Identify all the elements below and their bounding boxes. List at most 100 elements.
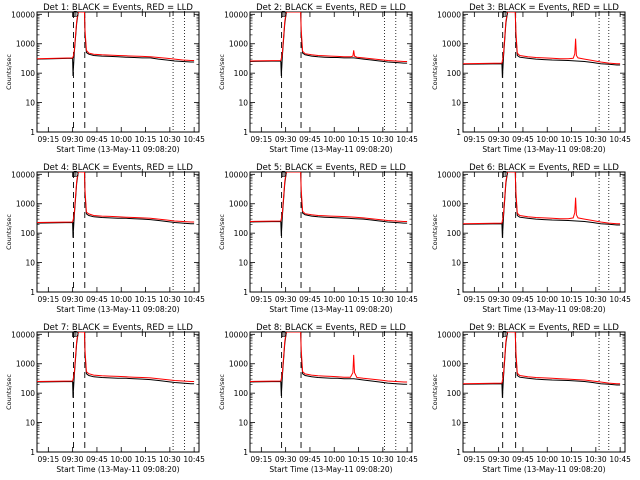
x-axis-label: Start Time (13-May-11 09:08:20) [482, 145, 605, 154]
y-tick-label: 100 [234, 389, 249, 398]
x-tick-label: 10:30 [585, 135, 607, 144]
y-tick-label: 100 [234, 229, 249, 238]
x-tick-label: 10:15 [135, 295, 157, 304]
y-axis-label: Counts/sec [218, 374, 226, 410]
x-tick-label: 10:30 [372, 455, 394, 464]
panel-title: Det 7: BLACK = Events, RED = LLD [43, 323, 193, 333]
x-tick-label: 10:45 [609, 455, 631, 464]
series-line-lld [37, 332, 195, 382]
x-tick-label: 10:15 [135, 455, 157, 464]
y-tick-label: 1 [243, 448, 248, 457]
panel-title: Det 3: BLACK = Events, RED = LLD [469, 3, 619, 13]
x-axis-label: Start Time (13-May-11 09:08:20) [56, 465, 179, 474]
x-tick-label: 10:45 [396, 295, 418, 304]
x-tick-label: 09:45 [512, 295, 534, 304]
series-line-lld [463, 332, 621, 385]
x-axis-label: Start Time (13-May-11 09:08:20) [482, 305, 605, 314]
y-tick-label: 10 [25, 419, 35, 428]
x-tick-label: 10:00 [536, 295, 558, 304]
y-tick-label: 1000 [229, 200, 248, 209]
panel-title: Det 9: BLACK = Events, RED = LLD [469, 323, 619, 333]
detector-panel-1: Det 1: BLACK = Events, RED = LLD 1 10 100 10… [5, 3, 205, 154]
plot-frame [462, 11, 626, 133]
plot-frame [462, 331, 626, 453]
plot-frame [249, 11, 413, 133]
series-line-events [37, 332, 195, 398]
y-tick-label: 1000 [16, 360, 35, 369]
y-axis-label: Counts/sec [218, 214, 226, 250]
x-tick-label: 09:45 [86, 295, 108, 304]
series-line-lld [250, 332, 408, 383]
y-tick-label: 10000 [224, 330, 248, 339]
x-tick-label: 09:45 [86, 455, 108, 464]
detector-panel-4: Det 4: BLACK = Events, RED = LLD 1 10 100 10… [5, 163, 205, 314]
plot-frame [249, 331, 413, 453]
y-tick-label: 100 [447, 229, 462, 238]
y-tick-label: 1 [30, 128, 35, 137]
series-line-lld [250, 172, 408, 222]
x-tick-label: 10:45 [609, 135, 631, 144]
x-tick-label: 09:30 [488, 135, 510, 144]
detector-panel-6: Det 6: BLACK = Events, RED = LLD 1 10 100 10… [431, 163, 631, 314]
x-tick-label: 10:00 [110, 295, 132, 304]
series-line-events [463, 332, 621, 398]
x-tick-label: 09:45 [86, 135, 108, 144]
series-line-events [250, 332, 408, 397]
detector-panel-5: Det 5: BLACK = Events, RED = LLD 1 10 100 10… [218, 163, 418, 314]
x-tick-label: 10:00 [323, 455, 345, 464]
x-tick-label: 10:45 [183, 135, 205, 144]
x-tick-label: 09:45 [299, 295, 321, 304]
x-tick-label: 10:15 [561, 135, 583, 144]
x-tick-label: 09:15 [464, 295, 486, 304]
y-axis-label: Counts/sec [431, 54, 439, 90]
y-tick-label: 100 [21, 229, 36, 238]
y-tick-label: 10 [238, 99, 248, 108]
series-line-events [37, 12, 195, 77]
y-tick-label: 1 [30, 288, 35, 297]
top-marker-label: D [73, 170, 79, 179]
x-tick-label: 10:45 [396, 135, 418, 144]
y-tick-label: 1 [243, 128, 248, 137]
series-line-events [463, 172, 621, 238]
plot-frame [462, 171, 626, 293]
y-tick-label: 10 [451, 99, 461, 108]
y-tick-label: 1 [456, 288, 461, 297]
y-tick-label: 10 [451, 259, 461, 268]
plot-frame [36, 11, 200, 133]
y-axis-label: Counts/sec [431, 374, 439, 410]
x-tick-label: 10:30 [585, 295, 607, 304]
y-tick-label: 1000 [229, 360, 248, 369]
series-line-lld [463, 12, 621, 65]
detector-panel-7: Det 7: BLACK = Events, RED = LLD 1 10 100 10… [5, 323, 205, 474]
series-line-events [463, 12, 621, 78]
x-tick-label: 09:15 [464, 455, 486, 464]
detector-panel-9: Det 9: BLACK = Events, RED = LLD 1 10 100 10… [431, 323, 631, 474]
series-line-events [37, 172, 195, 238]
x-tick-label: 10:45 [183, 455, 205, 464]
y-tick-label: 1000 [16, 200, 35, 209]
x-tick-label: 09:30 [488, 295, 510, 304]
x-tick-label: 09:30 [62, 455, 84, 464]
x-tick-label: 10:30 [159, 455, 181, 464]
x-tick-label: 09:15 [251, 295, 273, 304]
detector-panel-2: Det 2: BLACK = Events, RED = LLD 1 10 100 10… [218, 3, 418, 154]
y-tick-label: 1000 [16, 40, 35, 49]
x-tick-label: 09:45 [512, 455, 534, 464]
x-tick-label: 09:15 [251, 135, 273, 144]
x-tick-label: 09:30 [62, 135, 84, 144]
y-tick-label: 10 [238, 259, 248, 268]
x-axis-label: Start Time (13-May-11 09:08:20) [269, 305, 392, 314]
x-tick-label: 10:00 [110, 455, 132, 464]
top-marker-label: D [281, 10, 287, 19]
x-tick-label: 09:30 [62, 295, 84, 304]
y-tick-label: 1 [30, 448, 35, 457]
series-line-lld [37, 172, 195, 223]
x-axis-label: Start Time (13-May-11 09:08:20) [269, 465, 392, 474]
panel-title: Det 2: BLACK = Events, RED = LLD [256, 3, 406, 13]
x-tick-label: 10:30 [585, 455, 607, 464]
y-tick-label: 10000 [224, 170, 248, 179]
series-line-lld [250, 12, 408, 62]
x-tick-label: 10:45 [396, 455, 418, 464]
top-marker-label: D [281, 330, 287, 339]
